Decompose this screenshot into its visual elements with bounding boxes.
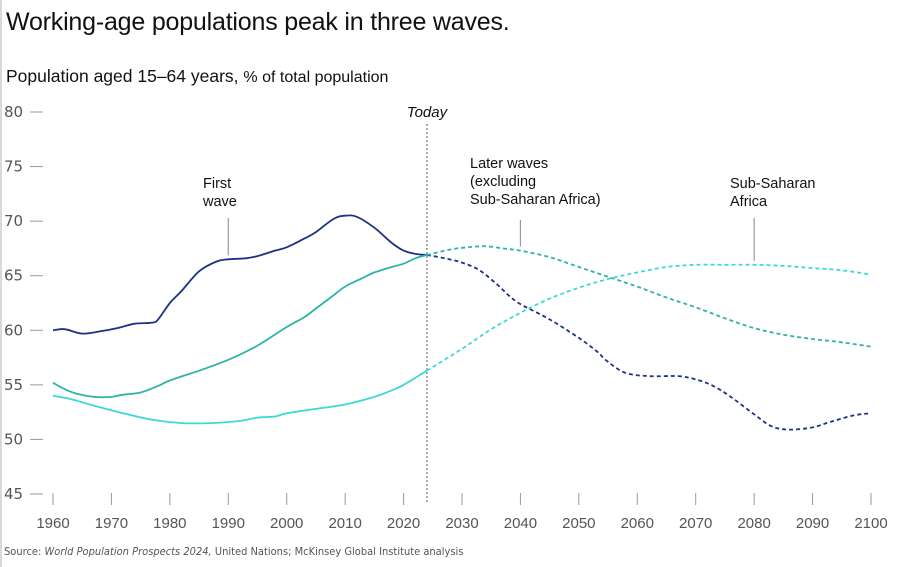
label-line: (excluding (470, 174, 536, 190)
label-line: First (203, 176, 231, 192)
source-note: Source: World Population Prospects 2024,… (4, 545, 463, 558)
first-wave-label: First wave (202, 176, 237, 210)
label-line: wave (202, 194, 237, 210)
x-tick-label: 2050 (562, 515, 595, 532)
sub-saharan-africa-historical-line (52, 369, 428, 425)
x-axis: 1960 1970 1980 1990 2000 2010 2020 2030 2040 2050… (36, 493, 888, 532)
later-waves-excluding-sub-saharan-africa-historical-line (52, 254, 428, 399)
x-tick-label: 2080 (737, 515, 770, 532)
subtitle-unit: % of total population (243, 69, 389, 86)
source-rest: United Nations; McKinsey Global Institut… (211, 545, 464, 558)
source-publication: World Population Prospects 2024, (44, 545, 212, 558)
x-tick-label: 2010 (328, 515, 361, 532)
today-marker: Today (407, 104, 449, 503)
x-tick-label: 2030 (445, 515, 478, 532)
y-tick-label: 50 (4, 430, 23, 448)
left-border (0, 0, 2, 567)
first-wave-projection-line (426, 254, 872, 431)
y-tick-label: 65 (4, 267, 23, 285)
x-tick-label: 1980 (153, 515, 186, 532)
x-tick-label: 2090 (796, 515, 829, 532)
x-tick-label: 2060 (621, 515, 654, 532)
x-tick-label: 1990 (212, 515, 245, 532)
later-waves-excluding-sub-saharan-africa-projection-line (426, 245, 872, 348)
y-tick-label: 80 (4, 103, 23, 121)
chart-subtitle: Population aged 15–64 years, % of total … (6, 66, 388, 87)
x-tick-label: 1960 (36, 515, 69, 532)
series-group (52, 214, 872, 431)
label-line: Sub-Saharan Africa) (470, 192, 601, 208)
y-axis: 45 50 55 60 65 70 75 80 (4, 103, 43, 503)
x-tick-label: 1970 (95, 515, 128, 532)
label-line: Africa (730, 194, 768, 210)
today-label: Today (407, 104, 449, 121)
x-tick-label: 2040 (504, 515, 537, 532)
y-tick-label: 55 (4, 376, 23, 394)
sub-saharan-africa-projection-line (426, 263, 872, 372)
annotations: First wave Later waves (excluding Sub-Sahara… (202, 156, 815, 261)
x-tick-label: 2020 (387, 515, 420, 532)
subtitle-main: Population aged 15–64 years, (6, 66, 239, 86)
label-line: Later waves (470, 156, 548, 172)
y-tick-label: 60 (4, 321, 23, 339)
y-tick-label: 45 (4, 485, 23, 503)
first-wave-historical-line (52, 214, 427, 335)
x-tick-label: 2070 (679, 515, 712, 532)
y-tick-label: 70 (4, 212, 23, 230)
later-waves-excluding-sub-saharan-africa-label: Later waves (excluding Sub-Saharan Africa) (470, 156, 601, 208)
y-tick-label: 75 (4, 158, 23, 176)
x-tick-label: 2100 (854, 515, 887, 532)
x-tick-label: 2000 (270, 515, 303, 532)
label-line: Sub-Saharan (730, 176, 815, 192)
source-prefix: Source: (4, 545, 45, 558)
sub-saharan-africa-label: Sub-Saharan Africa (730, 176, 815, 210)
chart-title: Working-age populations peak in three wa… (6, 8, 510, 36)
